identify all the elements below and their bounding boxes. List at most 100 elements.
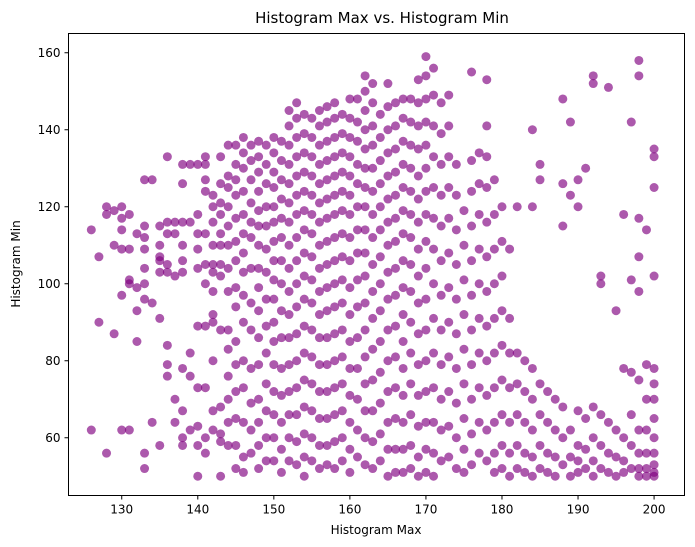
data-point (200, 229, 210, 239)
data-point (444, 213, 454, 223)
data-point (482, 456, 492, 466)
x-tick-label: 170 (414, 503, 437, 517)
data-point (360, 352, 370, 362)
data-point (467, 394, 477, 404)
data-point (254, 152, 264, 162)
data-point (520, 387, 530, 397)
data-point (360, 71, 370, 81)
data-point (429, 244, 439, 254)
data-point (140, 448, 150, 458)
data-point (322, 156, 332, 166)
data-point (474, 244, 484, 254)
data-point (421, 467, 431, 477)
data-point (246, 217, 256, 227)
data-point (231, 414, 241, 423)
data-point (444, 452, 454, 462)
data-point (489, 448, 499, 458)
data-point (231, 190, 241, 200)
data-point (299, 294, 309, 304)
data-point (322, 194, 332, 204)
data-point (185, 425, 195, 435)
data-point (345, 390, 355, 400)
data-point (254, 136, 264, 146)
data-point (429, 417, 439, 427)
data-point (102, 202, 112, 212)
data-point (200, 279, 210, 289)
data-point (292, 279, 302, 289)
data-point (520, 417, 530, 427)
data-point (322, 283, 332, 293)
data-point (550, 471, 560, 481)
data-point (352, 248, 362, 258)
data-point (223, 202, 233, 212)
data-point (634, 448, 644, 458)
data-point (360, 86, 370, 96)
data-point (413, 360, 423, 370)
data-point (147, 417, 157, 427)
data-point (497, 271, 507, 281)
data-point (276, 175, 286, 185)
data-point (619, 209, 629, 219)
data-point (368, 406, 378, 416)
data-point (292, 437, 302, 447)
data-point (383, 217, 393, 227)
data-point (254, 283, 264, 293)
data-point (124, 425, 134, 435)
data-point (596, 279, 606, 289)
data-point (505, 383, 515, 393)
data-point (193, 209, 203, 219)
data-point (330, 302, 340, 312)
data-point (368, 186, 378, 196)
data-point (451, 225, 461, 235)
data-point (200, 186, 210, 196)
data-point (467, 156, 477, 166)
data-point (398, 467, 408, 477)
data-point (641, 464, 651, 474)
data-point (413, 421, 423, 431)
data-point (641, 394, 651, 404)
data-point (436, 190, 446, 200)
data-point (421, 417, 431, 427)
data-point (223, 286, 233, 296)
y-tick-label: 60 (45, 431, 60, 445)
data-point (565, 471, 575, 481)
data-point (512, 440, 522, 450)
y-tick-label: 120 (38, 200, 61, 214)
data-point (162, 217, 172, 227)
data-point (102, 209, 112, 219)
data-point (231, 337, 241, 346)
data-point (254, 440, 264, 450)
data-point (170, 229, 180, 239)
data-point (155, 313, 165, 323)
data-point (132, 283, 142, 293)
data-point (360, 325, 370, 335)
data-point (383, 471, 393, 481)
data-point (307, 190, 317, 200)
data-point (406, 94, 416, 104)
data-point (208, 202, 218, 212)
data-point (489, 279, 499, 289)
data-point (421, 294, 431, 304)
data-point (436, 325, 446, 335)
data-point (375, 252, 385, 262)
data-point (467, 186, 477, 196)
data-point (535, 379, 545, 389)
data-point (284, 387, 294, 397)
data-point (573, 467, 583, 477)
data-point (352, 425, 362, 435)
data-point (200, 448, 210, 458)
data-point (284, 198, 294, 208)
data-point (398, 94, 408, 104)
data-point (269, 387, 279, 397)
data-point (330, 464, 340, 474)
data-point (216, 260, 226, 269)
data-point (124, 209, 134, 219)
data-point (634, 464, 644, 474)
data-point (421, 263, 431, 273)
data-point (337, 129, 347, 139)
data-point (383, 102, 393, 112)
x-tick-label: 190 (567, 503, 590, 517)
data-point (368, 464, 378, 474)
data-point (573, 202, 583, 212)
data-point (588, 79, 598, 89)
